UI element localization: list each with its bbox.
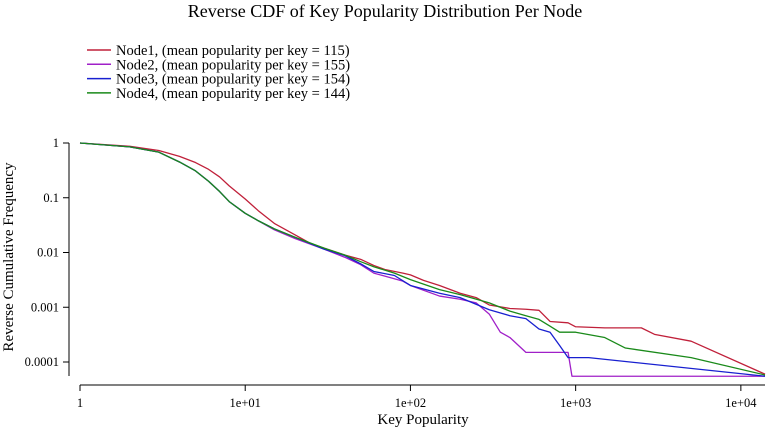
y-tick-label: 0.001: [31, 300, 59, 314]
x-tick-label: 1e+04: [725, 396, 757, 410]
x-tick-label: 1: [77, 396, 83, 410]
y-tick-label: 0.01: [37, 246, 59, 260]
y-tick-label: 0.1: [43, 191, 59, 205]
y-tick-label: 1: [53, 136, 59, 150]
series-line-node3: [79, 142, 766, 377]
x-tick-label: 1e+03: [560, 396, 591, 410]
chart-title: Reverse CDF of Key Popularity Distributi…: [188, 1, 582, 21]
x-tick-label: 1e+01: [230, 396, 261, 410]
legend-entry: Node2, (mean popularity per key = 155): [116, 57, 350, 73]
y-axis-label: Reverse Cumulative Frequency: [1, 162, 17, 352]
plot-area: [79, 142, 766, 377]
y-tick-label: 0.0001: [25, 355, 59, 369]
x-axis-label: Key Popularity: [377, 412, 469, 428]
series-line-node4: [79, 142, 766, 376]
legend: Node1, (mean popularity per key = 115)No…: [87, 43, 350, 102]
series-line-node2: [79, 142, 765, 377]
tick-group: 1 1e+01 1e+02 1e+03 1e+04 1 0.1 0.01 0.001 0.0001: [25, 136, 758, 410]
axes: [68, 143, 765, 386]
legend-entry: Node3, (mean popularity per key = 154): [116, 72, 350, 88]
legend-entry: Node1, (mean popularity per key = 115): [116, 43, 350, 59]
series-line-node1: [79, 142, 766, 375]
x-tick-label: 1e+02: [395, 396, 426, 410]
legend-entry: Node4, (mean popularity per key = 144): [116, 86, 350, 102]
